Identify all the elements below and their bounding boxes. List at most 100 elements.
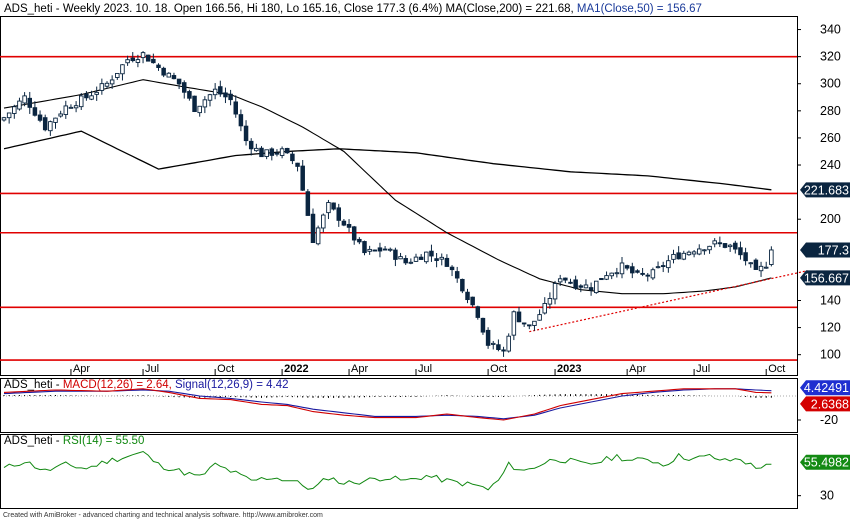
candle [17, 97, 22, 111]
candle-body [743, 252, 748, 262]
candle-body [78, 95, 84, 108]
candle [480, 317, 486, 335]
ma50-path [3, 79, 772, 295]
candle [176, 78, 182, 90]
candle-body [125, 59, 130, 64]
candle [491, 340, 496, 350]
candle [84, 91, 89, 101]
candle [192, 95, 197, 113]
rsi-panel[interactable]: 30 55.4982 [3, 450, 850, 503]
x-tick-label: 2022 [284, 363, 308, 375]
candle-body [32, 107, 38, 116]
candle-body [666, 260, 671, 269]
candle [89, 90, 94, 101]
candle-body [506, 335, 511, 352]
candle [676, 246, 681, 260]
candle [624, 264, 630, 271]
candle [22, 92, 27, 107]
candle [274, 149, 280, 157]
x-tick-label: Oct [217, 363, 234, 375]
rsi-tag-0-label: 55.4982 [804, 456, 849, 470]
candle [310, 208, 316, 244]
candle-body [552, 283, 558, 300]
candle-body [449, 266, 455, 271]
candle-body [480, 317, 486, 333]
candle [254, 143, 259, 152]
price-y-axis: 100 120 140 200 240 260 280 300 320 340 [797, 23, 841, 362]
candle [527, 324, 532, 330]
candle [341, 219, 347, 227]
candle [48, 120, 53, 136]
ma200-path [3, 130, 772, 191]
candle-body [84, 93, 89, 99]
candle [444, 254, 450, 267]
candle [511, 310, 517, 341]
rsi-header-ticker: ADS_heti [4, 435, 53, 447]
rsi-last-value-tags: 55.4982 [800, 454, 850, 470]
candle-body [424, 251, 429, 263]
candle-body [321, 214, 326, 229]
candle-body [243, 125, 249, 142]
candle [418, 254, 424, 260]
candle [68, 104, 74, 109]
price-tick-label: 200 [820, 212, 841, 226]
candle [429, 244, 434, 262]
candle [743, 247, 748, 266]
candle-body [37, 114, 43, 121]
macd-tag-macd-shape [800, 396, 850, 412]
macd-header: ADS_heti - MACD(12,26) = 2.64, Signal(12… [4, 379, 289, 391]
candle-body [650, 269, 656, 279]
candle [187, 89, 192, 101]
candle-body [475, 306, 481, 318]
candle [666, 255, 671, 273]
candle-body [727, 244, 733, 248]
candle [583, 279, 589, 289]
candle [388, 247, 393, 252]
candle [207, 93, 213, 107]
candle [377, 242, 383, 258]
candle [161, 66, 166, 78]
candle-body [676, 252, 681, 260]
candle-body [331, 202, 336, 210]
candle [609, 272, 614, 280]
candle [218, 80, 223, 97]
candle-body [712, 240, 717, 245]
support-trendline [529, 270, 808, 333]
candle [125, 55, 130, 66]
candle-body [588, 287, 594, 291]
price-panel[interactable]: 100 120 140 200 240 260 280 300 320 340 221.683 17… [0, 23, 850, 362]
candle [140, 51, 146, 64]
candle-body [68, 106, 74, 109]
candle-body [130, 57, 135, 62]
candle-body [568, 281, 573, 284]
panel-frame-macd [0, 378, 798, 433]
candle [424, 251, 429, 264]
candle [568, 278, 573, 285]
panel-frames [0, 16, 798, 509]
candle [151, 53, 156, 64]
candle-body [259, 147, 264, 158]
candle-body [367, 248, 372, 252]
candle-body [604, 275, 609, 280]
candle [32, 101, 38, 117]
candle-body [573, 279, 578, 289]
candle [733, 240, 738, 254]
candle-body [382, 248, 388, 251]
x-tick-label: Apr [73, 363, 90, 375]
rsi-header-rsi: RSI(14) = 55.50 [63, 435, 145, 447]
candle [264, 149, 269, 160]
candle [259, 146, 264, 158]
candle [645, 273, 651, 282]
panel-frame-price [0, 16, 798, 376]
price-header: ADS_heti - Weekly 2023. 10. 18. Open 166… [4, 3, 702, 15]
price-tick-label: 280 [820, 104, 841, 118]
candle-body [403, 258, 408, 264]
candle-body [686, 251, 692, 256]
candle-body [470, 296, 475, 306]
candle [37, 110, 43, 123]
candle [42, 114, 48, 132]
x-tick-label: Jul [696, 363, 710, 375]
rsi-header: ADS_heti - RSI(14) = 55.50 [4, 435, 144, 447]
macd-panel[interactable]: -20 4.42491 2.6368 [0, 380, 850, 427]
